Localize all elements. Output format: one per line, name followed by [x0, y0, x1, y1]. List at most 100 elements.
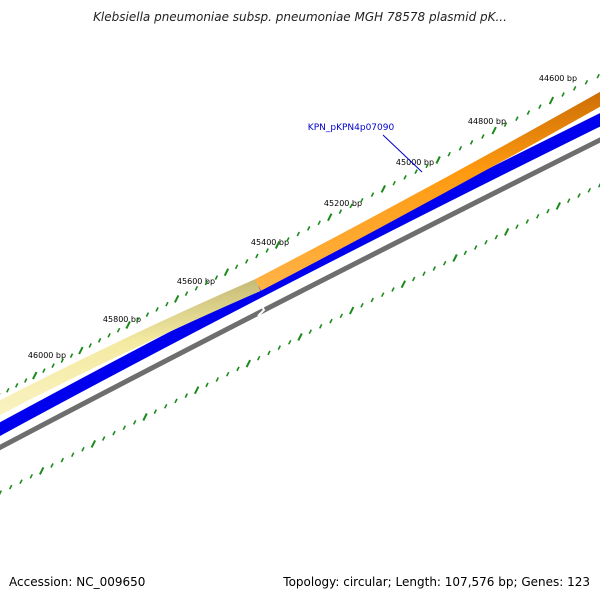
inner-tick	[194, 386, 200, 395]
inner-tick	[442, 260, 447, 266]
inner-tick	[287, 339, 292, 345]
inner-tick	[29, 473, 34, 479]
outer-tick	[414, 169, 418, 174]
outer-tick	[42, 368, 46, 373]
outer-tick	[116, 327, 121, 333]
inner-tick	[60, 457, 65, 463]
ruler-label: 45800 bp	[103, 315, 141, 324]
inner-tick	[184, 393, 189, 398]
inner-tick	[432, 266, 437, 271]
inner-tick	[587, 187, 592, 193]
topology-summary: Topology: circular; Length: 107,576 bp; …	[283, 575, 590, 589]
inner-tick	[349, 306, 355, 315]
inner-tick	[411, 276, 416, 282]
inner-tick	[277, 345, 282, 350]
inner-tick	[400, 280, 406, 289]
outer-tick	[97, 338, 102, 343]
outer-tick	[51, 363, 55, 368]
inner-tick	[132, 420, 137, 425]
outer-tick	[214, 275, 219, 280]
inner-tick	[163, 403, 168, 409]
inner-tick	[370, 297, 375, 303]
ruler-label: 46000 bp	[28, 351, 66, 360]
outer-tick	[223, 268, 230, 277]
outer-tick	[125, 321, 131, 329]
outer-tick	[349, 203, 353, 209]
backbone-track	[0, 137, 600, 451]
inner-tick	[101, 436, 106, 441]
inner-tick	[494, 234, 499, 240]
outer-tick	[274, 241, 281, 249]
outer-tick	[596, 73, 600, 79]
outer-tick	[69, 353, 74, 358]
outer-tick	[469, 140, 474, 145]
feature-light[interactable]	[0, 279, 261, 418]
ruler-label: 45600 bp	[177, 277, 215, 286]
outer-tick	[155, 307, 159, 312]
outer-tick	[6, 387, 10, 393]
outer-tick	[23, 378, 28, 383]
outer-tick	[572, 86, 577, 91]
inner-tick	[473, 245, 478, 250]
inner-tick	[122, 425, 127, 431]
outer-tick	[184, 291, 189, 296]
ruler-label: 44600 bp	[539, 74, 577, 83]
inner-tick	[112, 430, 116, 436]
outer-tick	[458, 145, 463, 151]
outer-tick	[14, 383, 19, 388]
inner-tick	[245, 359, 251, 368]
outer-tick	[88, 343, 92, 348]
gene-label[interactable]: KPN_pKPN4p07090	[308, 123, 395, 133]
outer-tick	[165, 301, 169, 307]
outer-tick	[584, 79, 589, 85]
inner-tick	[515, 224, 519, 230]
inner-tick	[566, 198, 571, 204]
outer-tick	[32, 371, 38, 380]
inner-tick	[8, 484, 13, 490]
inner-tick	[535, 213, 540, 219]
outer-tick	[360, 197, 364, 203]
outer-tick	[392, 180, 396, 186]
ruler-label: 45400 bp	[251, 238, 289, 247]
inner-tick	[153, 409, 158, 414]
outer-tick	[194, 285, 199, 291]
outer-tick	[491, 126, 497, 135]
inner-tick	[422, 271, 426, 277]
feature-kpn-pkpn4p07090[interactable]	[254, 88, 600, 291]
reverse-strand-track	[0, 113, 600, 436]
accession-label: Accession: NC_009650	[9, 575, 146, 589]
inner-tick	[555, 201, 561, 210]
inner-tick	[205, 382, 209, 388]
inner-ruler-ticks	[0, 182, 600, 495]
inner-tick	[308, 329, 313, 335]
ruler-label: 44800 bp	[468, 117, 506, 126]
inner-tick	[391, 287, 395, 292]
inner-tick	[215, 377, 220, 382]
inner-tick	[484, 239, 488, 245]
outer-tick	[255, 253, 259, 259]
outer-tick	[435, 156, 441, 164]
inner-tick	[236, 366, 240, 372]
inner-tick	[70, 452, 75, 458]
inner-tick	[267, 350, 271, 356]
outer-tick	[503, 122, 508, 127]
outer-tick	[145, 312, 150, 317]
inner-tick	[339, 313, 344, 319]
outer-tick	[526, 110, 531, 115]
inner-tick	[39, 466, 45, 475]
outer-tick	[447, 151, 451, 157]
outer-tick	[78, 346, 84, 355]
outer-tick	[481, 134, 485, 139]
outer-tick	[561, 92, 565, 97]
outer-tick	[538, 104, 542, 109]
ruler-label: 45200 bp	[324, 199, 362, 208]
inner-tick	[19, 479, 23, 485]
outer-tick	[135, 317, 140, 323]
outer-tick	[327, 213, 333, 222]
outer-tick	[370, 192, 375, 197]
outer-tick	[286, 237, 290, 242]
outer-ruler-ticks	[0, 73, 600, 395]
outer-tick	[174, 294, 180, 303]
outer-tick	[515, 116, 519, 121]
